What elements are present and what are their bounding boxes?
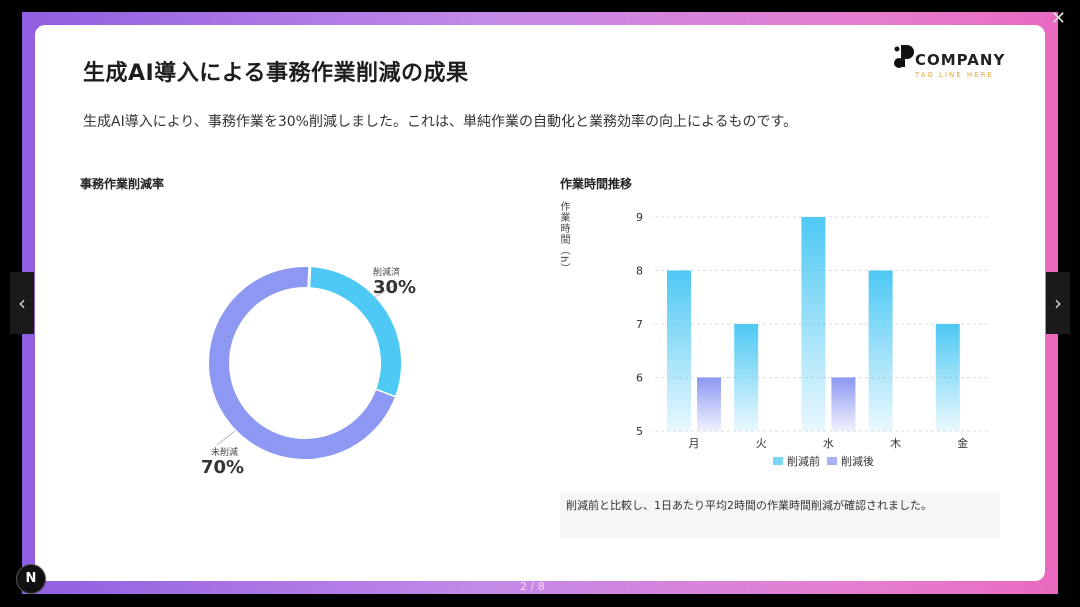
donut-section-title: 事務作業削減率 <box>80 177 165 191</box>
x-tick-label: 金 <box>957 436 968 450</box>
bar-削減前-金 <box>935 324 960 431</box>
chevron-left-icon: ‹ <box>18 291 26 315</box>
donut-slice-0 <box>308 267 401 398</box>
donut-leader-line <box>374 284 396 298</box>
legend-label: 削減後 <box>841 454 874 468</box>
donut-separator <box>307 266 312 289</box>
donut-slice-1 <box>209 267 395 459</box>
prev-slide-button[interactable]: ‹ <box>10 272 34 334</box>
bar-削減前-火 <box>734 324 759 431</box>
n-badge-icon[interactable]: N <box>16 564 46 594</box>
x-tick-label: 水 <box>823 437 834 450</box>
bar-削減前-月 <box>667 270 691 431</box>
slide-title: 生成AI導入による事務作業削減の成果 <box>83 61 469 86</box>
bar-削減前-水 <box>801 217 826 431</box>
logo-mark-icon <box>894 45 914 68</box>
legend-swatch <box>773 457 783 465</box>
close-icon[interactable]: ✕ <box>1050 8 1066 29</box>
x-tick-label: 月 <box>689 437 700 450</box>
x-tick-label: 木 <box>890 437 901 450</box>
bar-削減後-水 <box>831 377 856 431</box>
next-slide-button[interactable]: › <box>1046 272 1070 334</box>
bar-section-title: 作業時間推移 <box>560 177 633 191</box>
bar-y-axis-label: 作業時間（h） <box>558 201 569 275</box>
x-tick-label: 火 <box>756 437 767 450</box>
bar-note: 削減前と比較し、1日あたり平均2時間の作業時間削減が確認されました。 <box>560 493 1000 538</box>
donut-reduced-label: 削減済 <box>373 268 401 278</box>
y-tick-label: 8 <box>636 265 643 278</box>
donut-remaining-pct: 70% <box>201 457 245 478</box>
bar-削減前-木 <box>868 270 893 431</box>
bar-削減後-月 <box>697 377 721 431</box>
legend-swatch <box>827 457 837 465</box>
company-logo: COMPANY TAG LINE HERE <box>893 35 1013 85</box>
slide-subtitle: 生成AI導入により、事務作業を30%削減しました。これは、単純作業の自動化と業務… <box>83 114 798 130</box>
slide-pager: 2 / 8 <box>520 580 545 593</box>
chevron-right-icon: › <box>1054 291 1062 315</box>
y-tick-label: 5 <box>636 425 643 438</box>
y-tick-label: 6 <box>636 372 643 385</box>
donut-leader-line <box>216 430 236 446</box>
slide: 生成AI導入による事務作業削減の成果 生成AI導入により、事務作業を30%削減し… <box>35 25 1045 581</box>
y-tick-label: 9 <box>636 211 643 224</box>
logo-tagline: TAG LINE HERE <box>915 71 994 79</box>
donut-reduced-pct: 30% <box>373 277 417 298</box>
logo-name: COMPANY <box>915 51 1006 69</box>
legend-label: 削減前 <box>787 454 820 468</box>
y-tick-label: 7 <box>636 318 643 331</box>
donut-remaining-label: 未削減 <box>211 448 239 458</box>
donut-chart <box>205 263 405 463</box>
